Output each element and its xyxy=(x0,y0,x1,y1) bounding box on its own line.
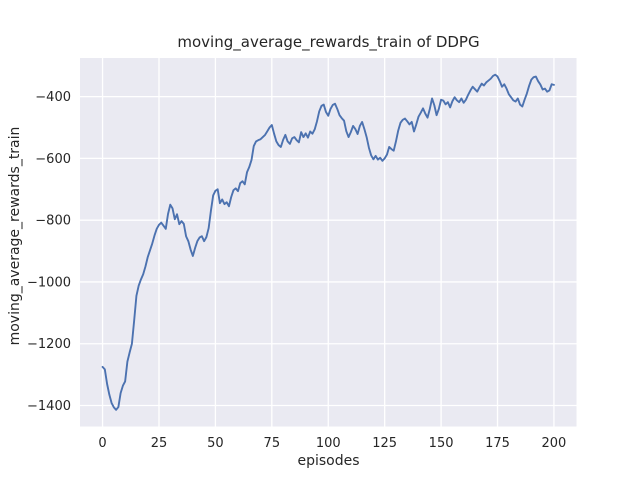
y-tick-label: −800 xyxy=(35,214,71,229)
x-tick-label: 150 xyxy=(429,436,454,451)
x-tick-label: 75 xyxy=(264,436,281,451)
x-tick-label: 100 xyxy=(316,436,341,451)
x-tick-label: 50 xyxy=(207,436,224,451)
series-line xyxy=(101,73,555,411)
y-tick-label: −1400 xyxy=(27,399,71,414)
x-tick-label: 200 xyxy=(542,436,567,451)
y-tick-label: −600 xyxy=(35,152,71,167)
y-tick-label: −1200 xyxy=(27,337,71,352)
chart-title: moving_average_rewards_train of DDPG xyxy=(177,33,480,51)
y-tick-label: −400 xyxy=(35,90,71,105)
x-tick-label: 175 xyxy=(485,436,510,451)
y-tick-label: −1000 xyxy=(27,275,71,290)
x-tick-label: 125 xyxy=(372,436,397,451)
x-tick-label: 25 xyxy=(151,436,168,451)
x-axis-label: episodes xyxy=(297,453,360,469)
x-tick-label: 0 xyxy=(98,436,106,451)
